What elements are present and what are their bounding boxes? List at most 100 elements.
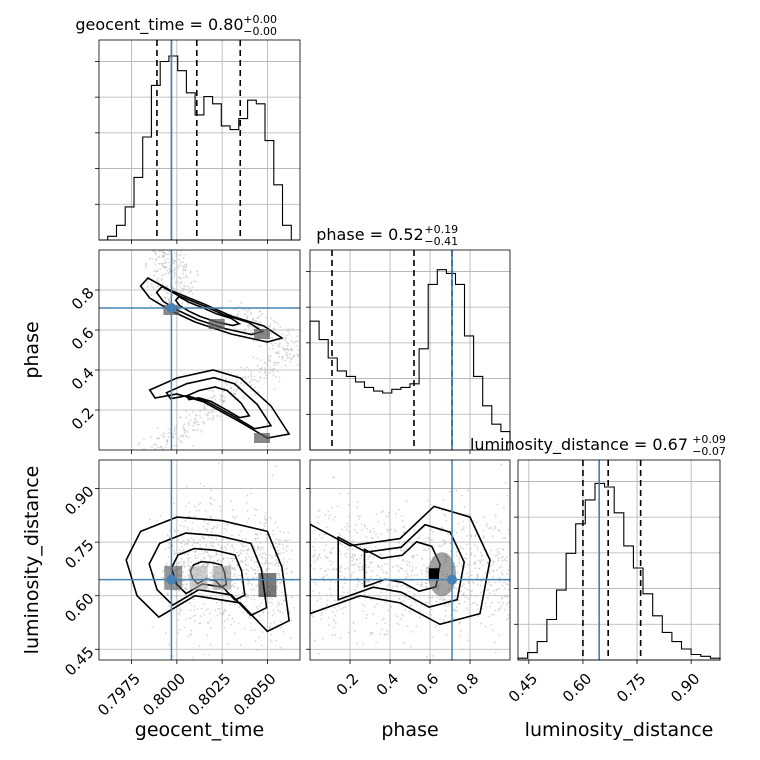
sample-point — [175, 444, 178, 447]
sample-point — [429, 504, 432, 506]
sample-point — [413, 528, 416, 531]
sample-point — [154, 448, 156, 450]
sample-point — [271, 336, 274, 339]
sample-point — [199, 502, 202, 504]
sample-point — [260, 359, 263, 362]
sample-point — [339, 575, 341, 577]
sample-point — [197, 563, 200, 566]
contour-line — [148, 532, 268, 617]
sample-point — [488, 527, 491, 530]
density-cell — [208, 319, 225, 329]
sample-point — [246, 318, 248, 320]
sample-point — [346, 522, 349, 525]
sample-point — [224, 396, 226, 399]
sample-point — [500, 604, 503, 607]
sample-point — [280, 620, 282, 623]
sample-point — [168, 450, 170, 452]
sample-point — [412, 556, 415, 559]
sample-point — [189, 561, 192, 564]
sample-point — [166, 592, 169, 595]
sample-point — [354, 630, 356, 632]
sample-point — [185, 505, 187, 508]
sample-point — [431, 538, 434, 541]
sample-point — [437, 629, 440, 632]
sample-point — [244, 375, 246, 378]
sample-point — [283, 531, 285, 534]
sample-point — [399, 593, 402, 596]
sample-point — [323, 575, 326, 578]
density-cell — [258, 573, 277, 597]
sample-point — [341, 586, 344, 589]
sample-point — [218, 608, 221, 610]
sample-point — [463, 583, 465, 586]
sample-point — [151, 257, 154, 260]
sample-point — [232, 524, 235, 527]
sample-point — [460, 528, 463, 531]
sample-point — [246, 577, 249, 580]
sample-point — [333, 606, 336, 609]
sample-point — [241, 611, 244, 614]
contour-line — [148, 369, 291, 439]
title-luminosity_distance: luminosity_distance = 0.67 — [470, 435, 688, 455]
sample-point — [334, 581, 337, 584]
sample-point — [319, 597, 322, 600]
sample-point — [442, 619, 445, 622]
sample-point — [485, 605, 487, 608]
sample-point — [358, 597, 361, 599]
sample-point — [473, 544, 476, 546]
sample-point — [168, 267, 171, 270]
sample-point — [285, 549, 288, 552]
sample-point — [284, 568, 286, 571]
sample-point — [352, 621, 355, 624]
contour-line — [310, 505, 491, 626]
sample-point — [269, 324, 272, 326]
sample-point — [431, 596, 434, 599]
sample-point — [223, 608, 226, 611]
sample-point — [251, 319, 254, 321]
sample-point — [188, 511, 191, 513]
sample-point — [237, 313, 239, 316]
contour-line — [125, 516, 290, 633]
sample-point — [261, 552, 264, 555]
sample-point — [428, 612, 431, 615]
sample-point — [225, 378, 228, 380]
sample-point — [402, 520, 404, 522]
sample-point — [453, 609, 456, 612]
sample-point — [454, 595, 456, 598]
sample-point — [256, 357, 259, 360]
sample-point — [180, 250, 183, 252]
sample-point — [259, 345, 261, 348]
sample-point — [442, 599, 445, 602]
sample-point — [460, 590, 463, 593]
sample-point — [467, 597, 470, 600]
sample-point — [196, 270, 199, 273]
sample-point — [230, 557, 232, 560]
sample-point — [504, 537, 507, 539]
sample-point — [271, 474, 274, 477]
sample-point — [239, 644, 242, 647]
sample-point — [208, 612, 211, 615]
sample-point — [188, 515, 191, 518]
sample-point — [250, 622, 252, 625]
sample-point — [168, 250, 171, 253]
sample-point — [243, 397, 246, 400]
sample-point — [356, 583, 359, 586]
histogram-luminosity_distance — [517, 482, 721, 660]
sample-point — [339, 493, 342, 495]
sample-point — [191, 411, 194, 413]
sample-point — [265, 533, 268, 536]
sample-point — [383, 634, 386, 636]
sample-point — [169, 431, 172, 434]
sample-point — [463, 600, 466, 603]
sample-point — [234, 393, 237, 395]
sample-point — [259, 533, 262, 536]
sample-point — [347, 492, 349, 495]
sample-point — [401, 568, 404, 570]
sample-point — [209, 572, 212, 575]
sample-point — [172, 655, 174, 657]
sample-point — [198, 592, 201, 595]
sample-point — [203, 405, 206, 408]
sample-point — [270, 355, 272, 357]
sample-point — [405, 570, 408, 572]
